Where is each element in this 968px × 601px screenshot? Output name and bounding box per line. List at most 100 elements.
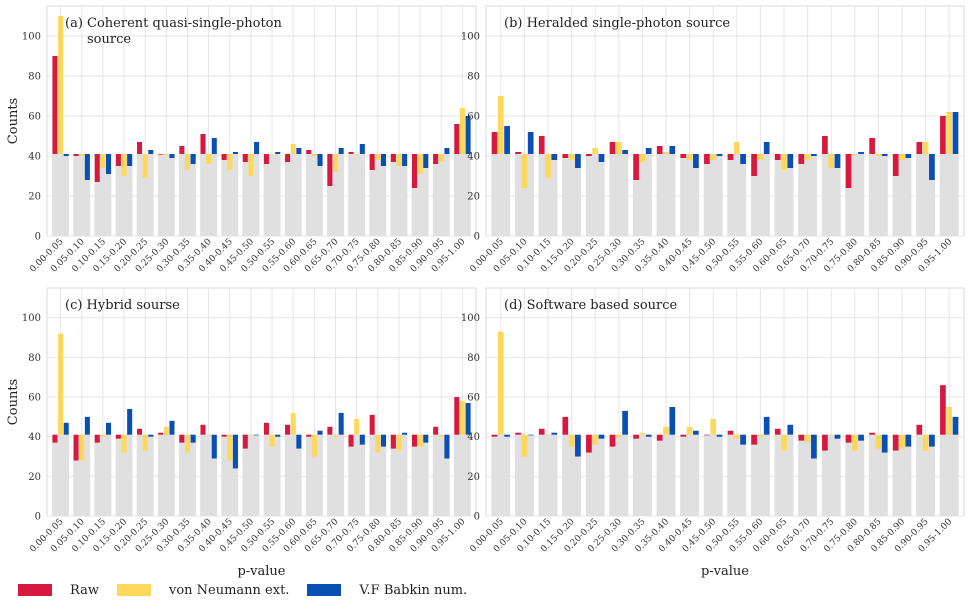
- baseline-bar: [585, 154, 605, 236]
- baseline-bar: [369, 154, 387, 236]
- bar-babkin-c-0.30-0.35: [190, 434, 196, 443]
- bar-babkin-d-0.05-0.10: [527, 434, 534, 436]
- baseline-bar: [939, 154, 959, 236]
- bar-babkin-c-0.40-0.45: [232, 434, 238, 469]
- baseline-bar: [221, 154, 239, 236]
- bar-raw-a-0.20-0.25: [137, 142, 143, 154]
- bar-von-neumann-b-0.75-0.80: [851, 154, 858, 155]
- baseline-bar: [680, 434, 700, 516]
- bar-raw-d-0.25-0.30: [609, 434, 616, 447]
- bar-babkin-b-0.80-0.85: [881, 154, 888, 156]
- bar-von-neumann-d-0.60-0.65: [781, 434, 787, 451]
- bar-babkin-a-0.85-0.90: [423, 154, 429, 168]
- bar-von-neumann-a-0.20-0.25: [142, 154, 148, 178]
- baseline-bar: [411, 434, 429, 516]
- y-tick-label: 40: [28, 432, 41, 443]
- bar-raw-a-0.35-0.40: [200, 134, 206, 154]
- bar-babkin-d-0.70-0.75: [834, 434, 841, 439]
- bar-babkin-a-0.25-0.30: [169, 154, 175, 158]
- bar-raw-b-0.15-0.20: [562, 154, 569, 158]
- bar-babkin-b-0.10-0.15: [551, 154, 558, 160]
- bar-von-neumann-c-0.60-0.65: [311, 434, 317, 457]
- panel-title-d: (d) Software based source: [504, 298, 678, 313]
- bar-von-neumann-a-0.15-0.20: [121, 154, 127, 176]
- baseline-bar: [179, 154, 196, 236]
- bar-raw-a-0.40-0.45: [221, 154, 227, 160]
- bar-von-neumann-b-0.95-1.00: [946, 112, 953, 154]
- bar-raw-b-0.65-0.70: [798, 154, 805, 164]
- baseline-bar: [157, 154, 175, 236]
- bar-babkin-b-0.20-0.25: [598, 154, 605, 162]
- baseline-bar: [305, 154, 323, 236]
- bar-raw-b-0.75-0.80: [845, 154, 852, 188]
- bar-von-neumann-d-0.00-0.05: [497, 331, 504, 435]
- bar-babkin-d-0.30-0.35: [645, 434, 652, 437]
- x-axis-label-d: p-value: [701, 564, 749, 579]
- y-tick-label: 0: [474, 232, 480, 243]
- bar-babkin-c-0.35-0.40: [211, 434, 217, 459]
- bar-von-neumann-d-0.70-0.75: [828, 434, 835, 436]
- bar-von-neumann-d-0.85-0.90: [899, 434, 905, 449]
- bar-von-neumann-a-0.85-0.90: [417, 154, 423, 174]
- bar-raw-b-0.00-0.05: [491, 132, 498, 154]
- bar-von-neumann-d-0.25-0.30: [615, 434, 622, 437]
- bar-babkin-a-0.95-1.00: [465, 116, 471, 154]
- bar-babkin-c-0.05-0.10: [84, 416, 90, 435]
- panel-title-a: (a) Coherent quasi-single-photon: [65, 16, 283, 31]
- bar-von-neumann-a-0.90-0.95: [438, 154, 444, 162]
- bar-babkin-c-0.95-1.00: [465, 402, 471, 435]
- baseline-bar: [52, 434, 70, 516]
- panel-d: 0204060801000.00-0.050.05-0.100.10-0.150…: [461, 287, 965, 579]
- bar-von-neumann-c-0.10-0.15: [100, 434, 106, 437]
- bar-babkin-c-0.45-0.50: [254, 434, 260, 436]
- bar-raw-b-0.90-0.95: [916, 142, 923, 154]
- bar-raw-c-0.15-0.20: [115, 434, 121, 439]
- bar-raw-b-0.85-0.90: [892, 154, 899, 176]
- bar-babkin-d-0.65-0.70: [811, 434, 817, 459]
- bar-raw-b-0.50-0.55: [727, 154, 734, 160]
- baseline-bar: [514, 154, 534, 236]
- bar-von-neumann-b-0.30-0.35: [639, 154, 646, 162]
- baseline-bar: [798, 154, 818, 236]
- baseline-bar: [727, 154, 747, 236]
- bar-von-neumann-d-0.55-0.60: [757, 434, 764, 437]
- bar-babkin-d-0.20-0.25: [598, 434, 605, 439]
- bar-babkin-b-0.75-0.80: [858, 152, 864, 154]
- bar-babkin-a-0.60-0.65: [317, 154, 323, 166]
- baseline-bar: [284, 154, 302, 236]
- bar-raw-b-0.80-0.85: [869, 138, 875, 154]
- bar-von-neumann-c-0.40-0.45: [227, 434, 233, 461]
- bar-babkin-b-0.55-0.60: [763, 142, 770, 154]
- panel-c: 0204060801000.00-0.050.05-0.100.10-0.150…: [6, 287, 477, 579]
- bar-von-neumann-d-0.40-0.45: [686, 426, 693, 435]
- baseline-bar: [703, 434, 723, 516]
- bar-von-neumann-d-0.95-1.00: [946, 406, 953, 435]
- bar-babkin-a-0.90-0.95: [444, 148, 450, 154]
- bar-raw-b-0.55-0.60: [751, 154, 757, 176]
- bar-raw-d-0.40-0.45: [680, 434, 687, 437]
- bar-von-neumann-b-0.10-0.15: [545, 154, 551, 178]
- bar-von-neumann-c-0.85-0.90: [417, 434, 423, 447]
- bar-von-neumann-c-0.15-0.20: [121, 434, 127, 453]
- bar-von-neumann-b-0.20-0.25: [592, 148, 599, 154]
- y-tick-label: 60: [28, 112, 41, 123]
- legend-swatch-von-neumann: [116, 584, 151, 596]
- baseline-bar: [263, 434, 281, 516]
- bar-von-neumann-d-0.45-0.50: [710, 418, 717, 435]
- bar-babkin-d-0.90-0.95: [929, 434, 935, 447]
- bar-babkin-d-0.60-0.65: [787, 424, 794, 435]
- bar-babkin-c-0.25-0.30: [169, 420, 175, 435]
- bar-babkin-c-0.15-0.20: [127, 408, 133, 435]
- panel-title-b: (b) Heralded single-photon source: [504, 16, 730, 31]
- bar-raw-d-0.60-0.65: [774, 428, 781, 435]
- bar-von-neumann-a-0.60-0.65: [311, 154, 317, 156]
- baseline-bar: [562, 154, 582, 236]
- bar-von-neumann-a-0.10-0.15: [100, 154, 106, 168]
- bar-von-neumann-c-0.45-0.50: [248, 434, 254, 436]
- y-tick-label: 80: [28, 353, 41, 364]
- bar-babkin-a-0.80-0.85: [402, 154, 408, 166]
- bar-babkin-c-0.20-0.25: [148, 434, 154, 437]
- baseline-bar: [348, 434, 366, 516]
- bar-raw-c-0.90-0.95: [433, 426, 439, 435]
- bar-von-neumann-d-0.80-0.85: [875, 434, 882, 449]
